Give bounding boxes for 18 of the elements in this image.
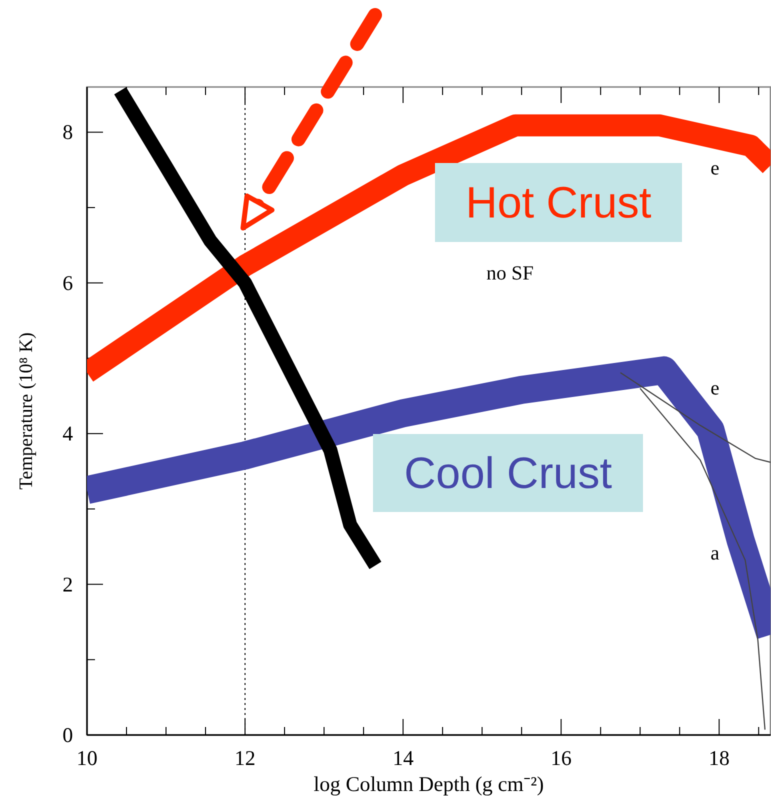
- y-tick-label: 2: [62, 572, 73, 596]
- y-axis-title: Temperature (10⁸ K): [16, 332, 37, 490]
- x-tick-label: 10: [76, 746, 98, 770]
- x-axis-title: log Column Depth (g cm⁻²): [314, 772, 544, 796]
- x-tick-label: 18: [708, 746, 730, 770]
- x-tick-label: 16: [550, 746, 572, 770]
- series-label: Hot Crust: [466, 178, 652, 228]
- series-label: Cool Crust: [404, 449, 612, 498]
- y-tick-label: 0: [62, 723, 73, 747]
- x-tick-label: 14: [392, 746, 414, 770]
- y-tick-label: 8: [62, 120, 73, 144]
- y-tick-label: 4: [62, 422, 74, 446]
- y-tick-label: 6: [62, 270, 73, 295]
- annotation: e: [710, 158, 720, 180]
- x-tick-label: 12: [234, 746, 256, 770]
- annotation: no SF: [486, 262, 534, 285]
- annotation: e: [710, 378, 720, 400]
- annotation: a: [710, 542, 720, 565]
